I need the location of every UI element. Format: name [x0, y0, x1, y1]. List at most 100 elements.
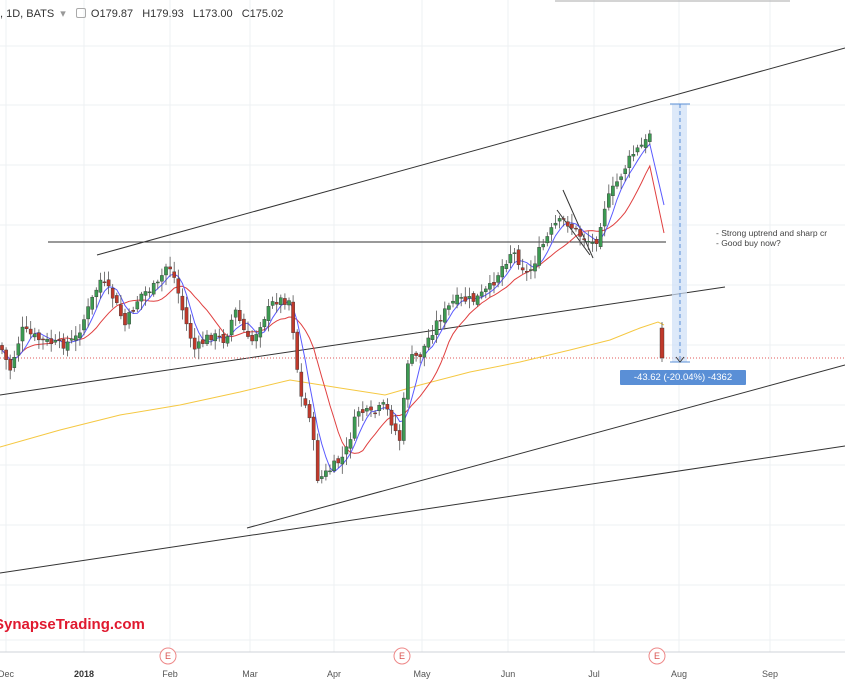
candle-body [639, 144, 644, 147]
candle-body [49, 338, 53, 345]
candle-body [463, 296, 468, 302]
candle-body [291, 301, 295, 333]
earnings-marker[interactable]: E [393, 647, 411, 665]
candle [4, 347, 8, 370]
candle-body [553, 222, 558, 226]
candle [254, 330, 259, 349]
candle [586, 231, 591, 250]
candle-body [24, 326, 29, 329]
candle-body [328, 470, 332, 473]
trendlines[interactable] [0, 0, 845, 574]
dropdown-icon[interactable]: ▾ [60, 8, 66, 20]
candle-body [611, 185, 615, 196]
candle-body [53, 339, 58, 343]
x-axis: Dec 2018 Feb Mar Apr May Jun Jul Aug Sep [0, 651, 845, 679]
candle [590, 233, 595, 252]
candle [221, 329, 226, 349]
x-tick-label: Sep [762, 669, 778, 679]
candle-body [184, 307, 189, 325]
candle [615, 173, 619, 190]
measure-label[interactable]: -43.62 (-20.04%) -4362 [620, 370, 746, 385]
candle-body [266, 306, 271, 321]
candle [348, 432, 353, 459]
candle-body [311, 416, 316, 440]
candle-body [659, 327, 665, 359]
candle [28, 321, 33, 339]
measure-tool[interactable] [670, 103, 690, 363]
high-label: H [142, 8, 151, 20]
candle [270, 296, 275, 309]
candle-body [541, 244, 545, 248]
candle-body [533, 263, 537, 272]
candle-body [114, 295, 119, 303]
candle-body [78, 332, 82, 339]
candle [402, 392, 406, 445]
candle-body [164, 266, 168, 276]
candle [598, 222, 603, 250]
candle [463, 287, 468, 305]
candle [582, 233, 586, 248]
candle [8, 354, 13, 380]
candle [24, 316, 29, 333]
trendline-1 [0, 286, 726, 396]
candle [508, 245, 513, 269]
trendline-2 [246, 364, 845, 529]
candle [443, 301, 447, 330]
candle [147, 287, 152, 298]
candle [471, 291, 476, 306]
candle-body [37, 332, 41, 341]
candle-body [459, 297, 464, 299]
text-annotation[interactable]: - Strong uptrend and sharp cr - Good buy… [716, 228, 827, 248]
candle [393, 414, 398, 436]
candle-body [250, 335, 254, 342]
candle-body [155, 281, 160, 284]
candle-body [233, 309, 238, 318]
candle [570, 213, 574, 236]
candle-body [643, 139, 648, 148]
candle-body [574, 227, 578, 230]
candle [184, 296, 189, 331]
candle [336, 455, 341, 468]
earnings-marker[interactable]: E [159, 647, 177, 665]
candle-body [627, 155, 632, 168]
candle [180, 288, 185, 320]
candle-body [65, 341, 70, 351]
candle-body [475, 295, 480, 305]
candle [541, 238, 545, 251]
candle-body [143, 291, 148, 296]
candle-body [41, 338, 45, 341]
candle [274, 293, 279, 313]
candle-body [4, 349, 8, 360]
candle [340, 446, 345, 474]
candle [37, 329, 41, 349]
candle-body [348, 439, 353, 449]
candle-body [352, 416, 357, 439]
candle [303, 392, 308, 409]
candle [397, 424, 402, 451]
candle-body [623, 168, 627, 175]
candle-body [61, 339, 66, 349]
candle [496, 272, 500, 288]
candle [438, 314, 443, 330]
earnings-marker[interactable]: E [648, 647, 666, 665]
candle [45, 332, 49, 346]
candle [430, 324, 435, 344]
candle-body [168, 266, 172, 270]
candle-body [119, 304, 123, 317]
candle [488, 275, 492, 298]
candle [377, 401, 382, 416]
candle [594, 236, 599, 252]
candle-body [123, 313, 127, 326]
candle-body [648, 133, 652, 142]
earnings-circle [648, 647, 666, 665]
candle-body [492, 281, 496, 286]
low-label: L [192, 8, 199, 20]
candle-body [508, 254, 513, 264]
visibility-toggle-icon[interactable] [75, 8, 86, 18]
candle-body [455, 294, 459, 305]
candle-body [438, 320, 443, 322]
candle [324, 463, 328, 481]
candle-body [73, 335, 78, 341]
